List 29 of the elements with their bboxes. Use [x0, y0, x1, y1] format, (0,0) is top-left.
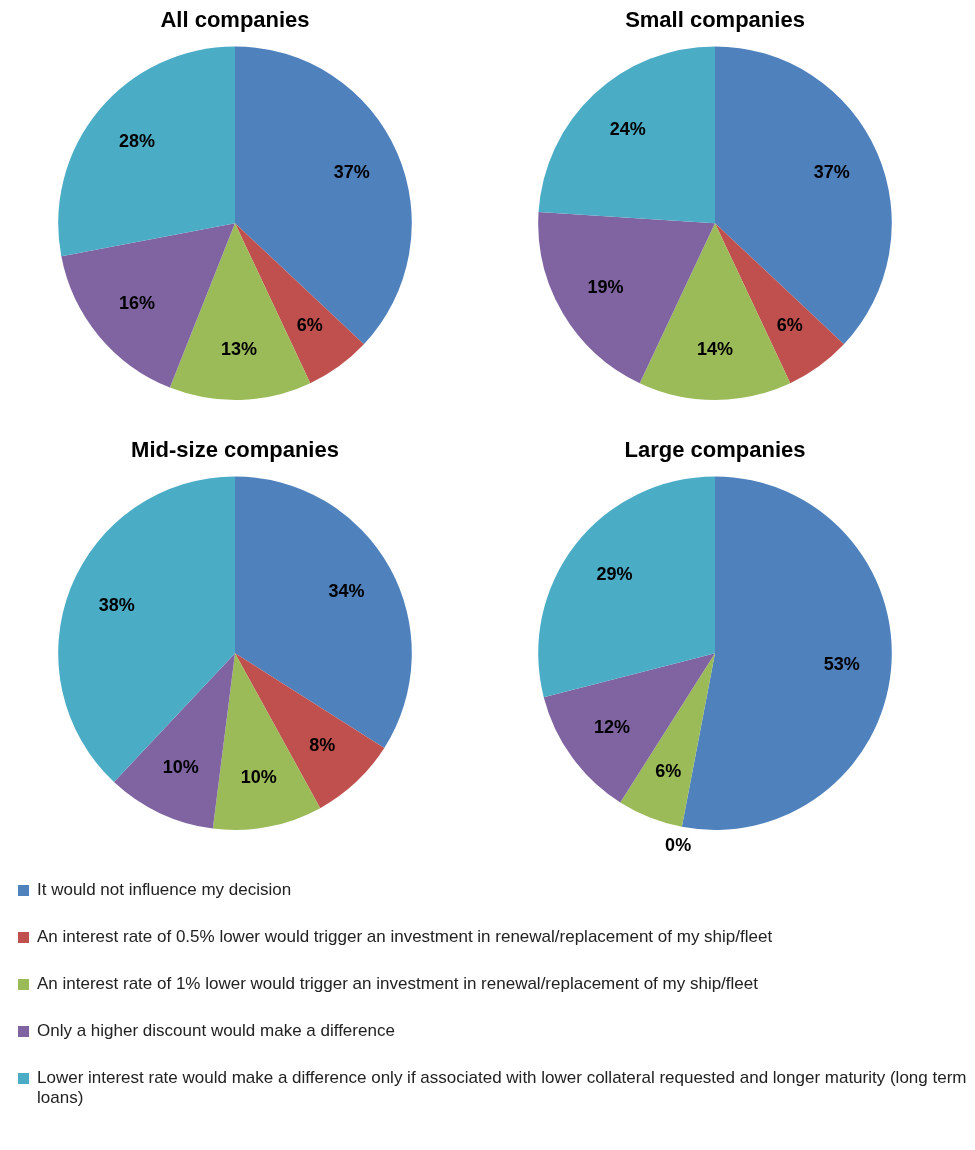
data-label: 19% — [587, 276, 624, 297]
data-label: 10% — [162, 757, 199, 778]
data-label: 28% — [118, 131, 155, 152]
data-label: 37% — [333, 161, 370, 182]
data-label: 8% — [309, 734, 336, 755]
legend-label: It would not influence my decision — [37, 880, 292, 900]
data-label: 6% — [776, 315, 803, 336]
data-label: 37% — [813, 161, 850, 182]
legend-label: An interest rate of 0.5% lower would trigger an investment in renewal/replacement of my ship/fleet — [37, 927, 773, 947]
data-label: 14% — [696, 339, 734, 360]
data-label: 29% — [596, 564, 633, 585]
data-label: 34% — [328, 580, 365, 601]
chart-title: Large companies — [624, 437, 806, 463]
data-label: 53% — [823, 654, 860, 675]
data-label: 38% — [98, 595, 135, 616]
data-label: 6% — [655, 760, 682, 781]
data-label: 13% — [220, 339, 258, 360]
data-label: 24% — [609, 119, 646, 140]
data-label: 6% — [296, 315, 323, 336]
data-label: 12% — [594, 716, 631, 737]
chart-title: All companies — [160, 7, 310, 33]
chart-title: Small companies — [625, 7, 805, 33]
legend-label: Only a higher discount would make a difference — [37, 1021, 395, 1041]
chart-title: Mid-size companies — [131, 437, 339, 463]
data-label: 16% — [118, 293, 155, 314]
legend-label: Lower interest rate would make a difference only if associated with lower collateral requested and longer maturity (long term loans) — [37, 1068, 968, 1108]
text: 0% — [665, 835, 692, 856]
data-label: 10% — [240, 767, 277, 788]
legend-label: An interest rate of 1% lower would trigger an investment in renewal/replacement of my ship/fleet — [37, 974, 758, 994]
